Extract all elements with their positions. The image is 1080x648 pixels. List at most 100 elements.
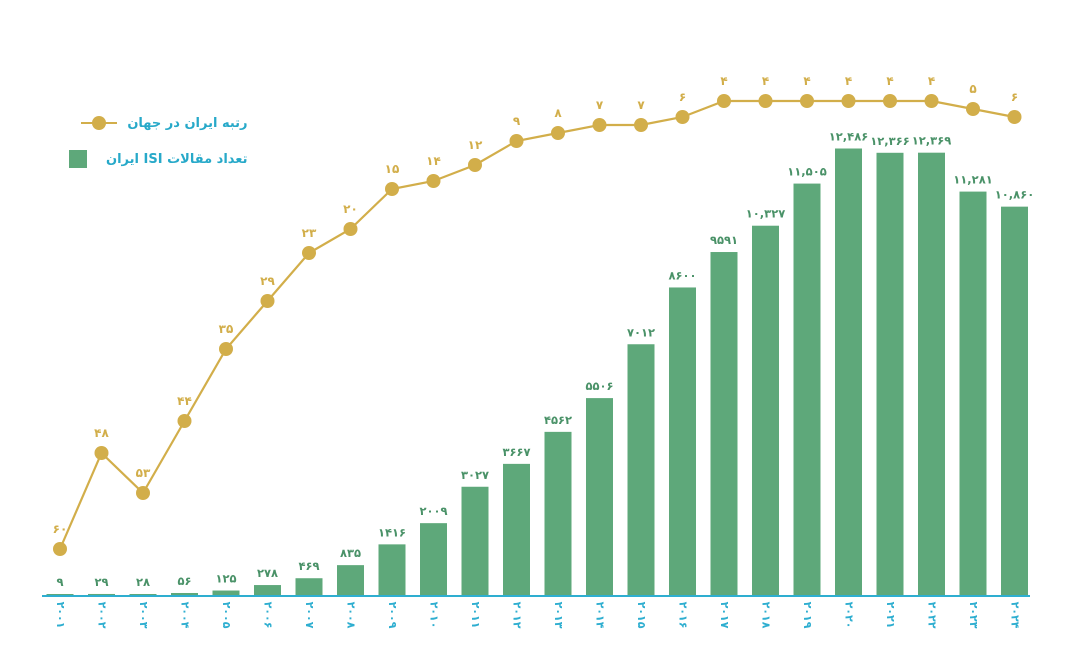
bar-13 — [544, 431, 572, 595]
x-tick-label: ۲۰۲۲ — [926, 602, 939, 629]
rank-value-label: ۵۳ — [136, 466, 151, 480]
rank-value-label: ۱۴ — [426, 154, 441, 168]
bar-value-label: ۴۵۶۲ — [544, 413, 572, 427]
bar-22 — [918, 152, 945, 595]
rank-value-label: ۶ — [679, 90, 686, 104]
x-tick-label: ۲۰۰۸ — [345, 602, 358, 629]
bar-value-label: ۳۶۶۷ — [502, 445, 530, 459]
bar-21 — [876, 152, 904, 595]
rank-value-label: ۴۴ — [177, 394, 192, 408]
rank-value-label: ۷ — [596, 98, 604, 112]
legend-swatch-bar — [69, 150, 87, 168]
bar-value-label: ۱۲,۳۶۹ — [912, 134, 951, 148]
rank-value-label: ۲۳ — [302, 226, 317, 240]
rank-value-label: ۴۸ — [94, 426, 109, 440]
rank-value-label: ۵ — [969, 82, 976, 96]
bar-11 — [461, 486, 489, 595]
bar-15 — [627, 344, 655, 595]
x-tick-label: ۲۰۰۶ — [262, 602, 275, 629]
bar-17 — [710, 252, 738, 596]
rank-point — [551, 126, 565, 140]
rank-point — [53, 542, 67, 556]
rank-value-label: ۲۹ — [260, 274, 275, 288]
legend-item-rank: رتبه ایران در جهان — [60, 112, 248, 134]
bar-14 — [586, 398, 613, 595]
legend: رتبه ایران در جهان تعداد مقالات ISI ایرا… — [60, 112, 248, 184]
bar-1 — [46, 594, 74, 595]
bar-value-label: ۱۴۱۶ — [378, 525, 406, 539]
bar-value-label: ۲۹ — [94, 575, 108, 589]
rank-point — [841, 94, 856, 108]
legend-swatch-line — [81, 113, 118, 133]
x-tick-labels: ۲۰۰۱ ۲۰۰۲ ۲۰۰۳ ۲۰۰۴ ۲۰۰۵ ۲۰۰۶ ۲۰۰۷ ۲۰۰۸ ۲۰۰۹ ۲۰۱۰… — [54, 602, 1022, 629]
legend-label-rank: رتبه ایران در جهان — [127, 115, 248, 131]
bar-value-label: ۸۶۰۰ — [668, 268, 696, 282]
rank-point — [385, 182, 399, 196]
rank-value-label: ۱۲ — [468, 138, 483, 152]
bar-10 — [420, 523, 447, 595]
rank-point — [966, 102, 980, 116]
bar-value-label: ۸۳۵ — [340, 546, 361, 560]
x-tick-label: ۲۰۰۲ — [96, 602, 109, 629]
rank-point — [883, 94, 897, 108]
bar-19 — [793, 183, 821, 595]
bar-5 — [212, 590, 240, 595]
legend-label-articles: تعداد مقالات ISI ایران — [106, 151, 248, 167]
x-tick-label: ۲۰۱۷ — [718, 602, 731, 629]
bar-series: ۹ ۲۹ ۲۸ ۵۶ ۱۲۵ ۲۷۸ ۴۶۹ ۸۳۵ ۱۴۱۶ ۲۰۰۹ ۳۰۲۷ ۳۶۶۷ ۴۵۶۲ ۵… — [46, 130, 1034, 596]
bar-value-label: ۱۲,۴۸۶ — [829, 130, 868, 144]
x-tick-label: ۲۰۱۶ — [677, 602, 690, 629]
rank-point — [94, 446, 109, 460]
rank-value-label: ۴ — [803, 74, 810, 88]
rank-value-label: ۱۵ — [385, 162, 400, 176]
bar-9 — [378, 544, 406, 595]
rank-value-label: ۹ — [513, 114, 521, 128]
rank-value-label: ۷ — [637, 98, 645, 112]
x-tick-label: ۲۰۲۱ — [884, 602, 897, 629]
bar-value-label: ۴۶۹ — [298, 559, 319, 573]
rank-point — [758, 94, 773, 108]
rank-value-label: ۴ — [720, 74, 727, 88]
x-tick-label: ۲۰۰۵ — [220, 602, 233, 629]
x-tick-label: ۲۰۲۴ — [1009, 602, 1022, 629]
bar-value-label: ۳۰۲۷ — [461, 468, 489, 482]
bar-value-label: ۲۰۰۹ — [419, 504, 447, 518]
rank-value-label: ۲۰ — [343, 202, 358, 216]
rank-point — [800, 94, 814, 108]
bar-value-label: ۲۸ — [136, 575, 150, 589]
bar-20 — [835, 148, 862, 595]
rank-value-label: ۶۰ — [53, 522, 68, 536]
bar-3 — [129, 593, 157, 595]
bar-value-label: ۵۶ — [177, 574, 191, 588]
rank-point — [634, 118, 648, 132]
bar-7 — [295, 578, 323, 595]
bar-value-label: ۷۰۱۲ — [627, 325, 655, 339]
rank-point — [468, 158, 482, 172]
x-tick-label: ۲۰۱۸ — [760, 602, 773, 629]
bar-value-label: ۹ — [56, 575, 63, 589]
legend-item-articles: تعداد مقالات ISI ایران — [60, 148, 248, 170]
x-tick-label: ۲۰۱۵ — [635, 602, 648, 629]
bar-16 — [669, 287, 696, 595]
x-tick-label: ۲۰۲۳ — [967, 602, 980, 629]
rank-value-label: ۴ — [845, 74, 852, 88]
x-tick-label: ۲۰۱۲ — [511, 602, 524, 629]
bar-value-label: ۱۱,۵۰۵ — [787, 165, 826, 179]
bar-value-label: ۱۰,۸۶۰ — [995, 188, 1034, 202]
bar-6 — [254, 585, 281, 595]
bar-23 — [959, 191, 987, 596]
bar-2 — [88, 593, 115, 595]
rank-point — [302, 246, 316, 260]
rank-value-label: ۳۵ — [219, 322, 234, 336]
rank-value-label: ۴ — [762, 74, 769, 88]
bar-value-label: ۲۷۸ — [257, 566, 278, 580]
x-tick-label: ۲۰۰۹ — [386, 602, 399, 629]
bar-18 — [752, 225, 779, 595]
bar-value-label: ۱۰,۳۲۷ — [746, 207, 785, 221]
x-tick-label: ۲۰۰۴ — [179, 602, 192, 629]
bar-24 — [1001, 206, 1028, 595]
bar-value-label: ۱۱,۲۸۱ — [953, 173, 992, 187]
bar-value-label: ۵۵۰۶ — [585, 379, 613, 393]
rank-point — [1007, 110, 1022, 124]
rank-point — [675, 110, 690, 124]
